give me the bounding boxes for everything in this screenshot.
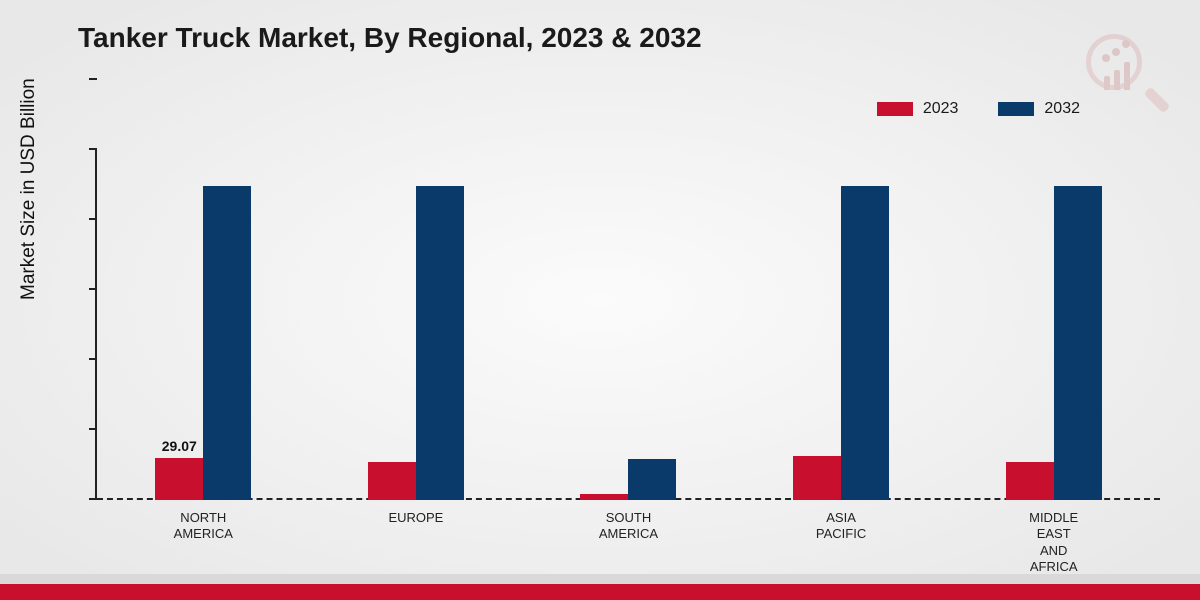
y-tick (89, 358, 97, 360)
bar-2023 (155, 458, 203, 500)
bar-2023 (793, 456, 841, 500)
legend: 2023 2032 (877, 100, 1080, 118)
bar-group: EUROPE (310, 150, 523, 500)
bar-group: NORTH AMERICA29.07 (97, 150, 310, 500)
legend-item-2023: 2023 (877, 100, 959, 118)
legend-label-2023: 2023 (923, 100, 959, 118)
bar-2023 (580, 494, 628, 500)
x-axis-label: SOUTH AMERICA (599, 510, 658, 543)
bar-2023 (1006, 462, 1054, 500)
y-tick (89, 78, 97, 80)
y-tick (89, 288, 97, 290)
y-tick (89, 428, 97, 430)
bar-2032 (628, 459, 676, 500)
bar-group: ASIA PACIFIC (735, 150, 948, 500)
legend-item-2032: 2032 (998, 100, 1080, 118)
footer-red-strip (0, 584, 1200, 600)
bar-2023 (368, 462, 416, 500)
x-axis-label: MIDDLE EAST AND AFRICA (1029, 510, 1078, 575)
value-label: 29.07 (162, 438, 197, 454)
legend-label-2032: 2032 (1044, 100, 1080, 118)
y-tick (89, 148, 97, 150)
bar-2032 (841, 186, 889, 500)
chart-container: Tanker Truck Market, By Regional, 2023 &… (0, 0, 1200, 600)
x-axis-label: EUROPE (388, 510, 443, 526)
bar-group: MIDDLE EAST AND AFRICA (947, 150, 1160, 500)
bar-2032 (203, 186, 251, 500)
bar-groups: NORTH AMERICA29.07EUROPESOUTH AMERICAASI… (97, 150, 1160, 500)
y-tick (89, 498, 97, 500)
x-axis-label: NORTH AMERICA (174, 510, 233, 543)
watermark-logo (1080, 28, 1160, 108)
plot-area: NORTH AMERICA29.07EUROPESOUTH AMERICAASI… (95, 150, 1160, 500)
y-axis-label: Market Size in USD Billion (18, 78, 40, 300)
x-axis-label: ASIA PACIFIC (816, 510, 866, 543)
chart-title: Tanker Truck Market, By Regional, 2023 &… (78, 22, 702, 54)
bar-2032 (1054, 186, 1102, 500)
bar-2032 (416, 186, 464, 500)
footer-gray-strip (0, 574, 1200, 584)
legend-swatch-2032 (998, 102, 1034, 116)
bar-group: SOUTH AMERICA (522, 150, 735, 500)
y-tick (89, 218, 97, 220)
legend-swatch-2023 (877, 102, 913, 116)
